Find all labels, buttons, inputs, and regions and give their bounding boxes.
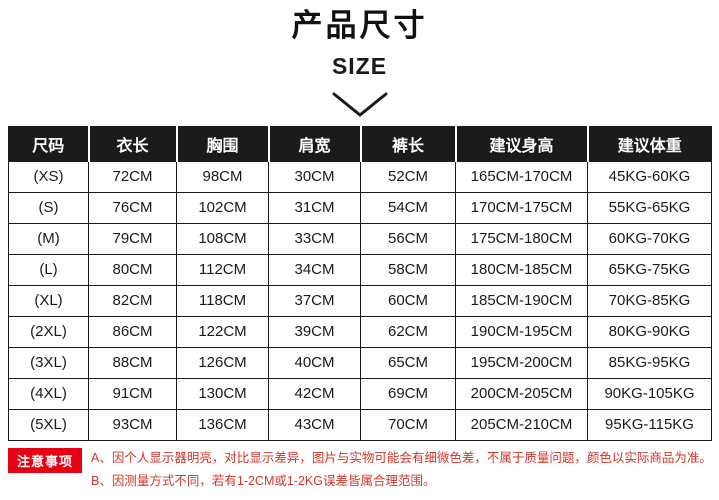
measurement-cell: 58CM [360, 253, 456, 286]
measurement-cell: 33CM [268, 222, 361, 255]
measurement-cell: 112CM [176, 253, 269, 286]
table-row: (5XL) 93CM 136CM 43CM 70CM 205CM-210CM 95KG-11… [8, 408, 712, 441]
notes-section: 注意事项 A、因个人显示器明亮，对比显示差异，图片与实物可能会有细微色差，不属于… [8, 447, 712, 493]
measurement-cell: 56CM [360, 222, 456, 255]
measurement-cell: 45KG-60KG [587, 160, 712, 193]
measurement-cell: 88CM [88, 346, 177, 379]
measurement-cell: 175CM-180CM [455, 222, 588, 255]
size-label-cell: (2XL) [8, 315, 89, 348]
measurement-cell: 126CM [176, 346, 269, 379]
measurement-cell: 200CM-205CM [455, 377, 588, 410]
column-header: 衣长 [88, 125, 178, 162]
size-table: 尺码 衣长 胸围 肩宽 裤长 建议身高 建议体重 (XS) 72CM 98CM 30CM 52CM 1… [8, 125, 712, 441]
measurement-cell: 60KG-70KG [587, 222, 712, 255]
notes-lines: A、因个人显示器明亮，对比显示差异，图片与实物可能会有细微色差，不属于质量问题，… [82, 447, 712, 493]
measurement-cell: 80CM [88, 253, 177, 286]
measurement-cell: 80KG-90KG [587, 315, 712, 348]
measurement-cell: 122CM [176, 315, 269, 348]
measurement-cell: 62CM [360, 315, 456, 348]
table-row: (L) 80CM 112CM 34CM 58CM 180CM-185CM 65KG-75KG [8, 253, 712, 286]
measurement-cell: 76CM [88, 191, 177, 224]
note-line-a: A、因个人显示器明亮，对比显示差异，图片与实物可能会有细微色差，不属于质量问题，… [91, 450, 712, 465]
measurement-cell: 65KG-75KG [587, 253, 712, 286]
measurement-cell: 170CM-175CM [455, 191, 588, 224]
measurement-cell: 39CM [268, 315, 361, 348]
measurement-cell: 72CM [88, 160, 177, 193]
column-header: 裤长 [360, 125, 457, 162]
measurement-cell: 30CM [268, 160, 361, 193]
measurement-cell: 165CM-170CM [455, 160, 588, 193]
column-header: 建议体重 [587, 125, 712, 162]
measurement-cell: 185CM-190CM [455, 284, 588, 317]
measurement-cell: 136CM [176, 408, 269, 441]
measurement-cell: 95KG-115KG [587, 408, 712, 441]
size-table-header-row: 尺码 衣长 胸围 肩宽 裤长 建议身高 建议体重 [8, 125, 712, 162]
measurement-cell: 195CM-200CM [455, 346, 588, 379]
size-label-cell: (XL) [8, 284, 89, 317]
measurement-cell: 102CM [176, 191, 269, 224]
column-header: 胸围 [176, 125, 270, 162]
measurement-cell: 40CM [268, 346, 361, 379]
measurement-cell: 108CM [176, 222, 269, 255]
measurement-cell: 34CM [268, 253, 361, 286]
page-title: 产品尺寸 [291, 8, 428, 43]
note-line-b: B、因测量方式不同，若有1-2CM或1-2KG误差皆属合理范围。 [91, 473, 436, 488]
measurement-cell: 55KG-65KG [587, 191, 712, 224]
measurement-cell: 37CM [268, 284, 361, 317]
column-header: 肩宽 [268, 125, 362, 162]
measurement-cell: 65CM [360, 346, 456, 379]
measurement-cell: 54CM [360, 191, 456, 224]
size-label-cell: (3XL) [8, 346, 89, 379]
measurement-cell: 60CM [360, 284, 456, 317]
size-label-cell: (L) [8, 253, 89, 286]
table-row: (3XL) 88CM 126CM 40CM 65CM 195CM-200CM 85KG-95… [8, 346, 712, 379]
table-row: (M) 79CM 108CM 33CM 56CM 175CM-180CM 60KG-70KG [8, 222, 712, 255]
table-row: (S) 76CM 102CM 31CM 54CM 170CM-175CM 55KG-65KG [8, 191, 712, 224]
measurement-cell: 69CM [360, 377, 456, 410]
measurement-cell: 82CM [88, 284, 177, 317]
column-header: 建议身高 [455, 125, 589, 162]
measurement-cell: 118CM [176, 284, 269, 317]
measurement-cell: 70CM [360, 408, 456, 441]
page-header: 产品尺寸 SIZE [0, 0, 719, 121]
notes-badge: 注意事项 [8, 447, 83, 473]
measurement-cell: 190CM-195CM [455, 315, 588, 348]
size-table-body: (XS) 72CM 98CM 30CM 52CM 165CM-170CM 45KG-60KG… [8, 160, 712, 441]
measurement-cell: 205CM-210CM [455, 408, 588, 441]
size-label-cell: (5XL) [8, 408, 89, 441]
page-subtitle: SIZE [331, 52, 388, 79]
measurement-cell: 43CM [268, 408, 361, 441]
measurement-cell: 52CM [360, 160, 456, 193]
size-label-cell: (4XL) [8, 377, 89, 410]
measurement-cell: 31CM [268, 191, 361, 224]
table-row: (XL) 82CM 118CM 37CM 60CM 185CM-190CM 70KG-85K… [8, 284, 712, 317]
measurement-cell: 86CM [88, 315, 177, 348]
table-row: (XS) 72CM 98CM 30CM 52CM 165CM-170CM 45KG-60KG [8, 160, 712, 193]
measurement-cell: 93CM [88, 408, 177, 441]
column-header: 尺码 [8, 125, 90, 162]
measurement-cell: 91CM [88, 377, 177, 410]
measurement-cell: 180CM-185CM [455, 253, 588, 286]
measurement-cell: 98CM [176, 160, 269, 193]
measurement-cell: 42CM [268, 377, 361, 410]
size-label-cell: (S) [8, 191, 89, 224]
table-row: (2XL) 86CM 122CM 39CM 62CM 190CM-195CM 80KG-90… [8, 315, 712, 348]
size-label-cell: (XS) [8, 160, 89, 193]
measurement-cell: 85KG-95KG [587, 346, 712, 379]
measurement-cell: 79CM [88, 222, 177, 255]
table-row: (4XL) 91CM 130CM 42CM 69CM 200CM-205CM 90KG-10… [8, 377, 712, 410]
chevron-down-icon [0, 91, 719, 121]
measurement-cell: 70KG-85KG [587, 284, 712, 317]
measurement-cell: 130CM [176, 377, 269, 410]
size-label-cell: (M) [8, 222, 89, 255]
measurement-cell: 90KG-105KG [587, 377, 712, 410]
